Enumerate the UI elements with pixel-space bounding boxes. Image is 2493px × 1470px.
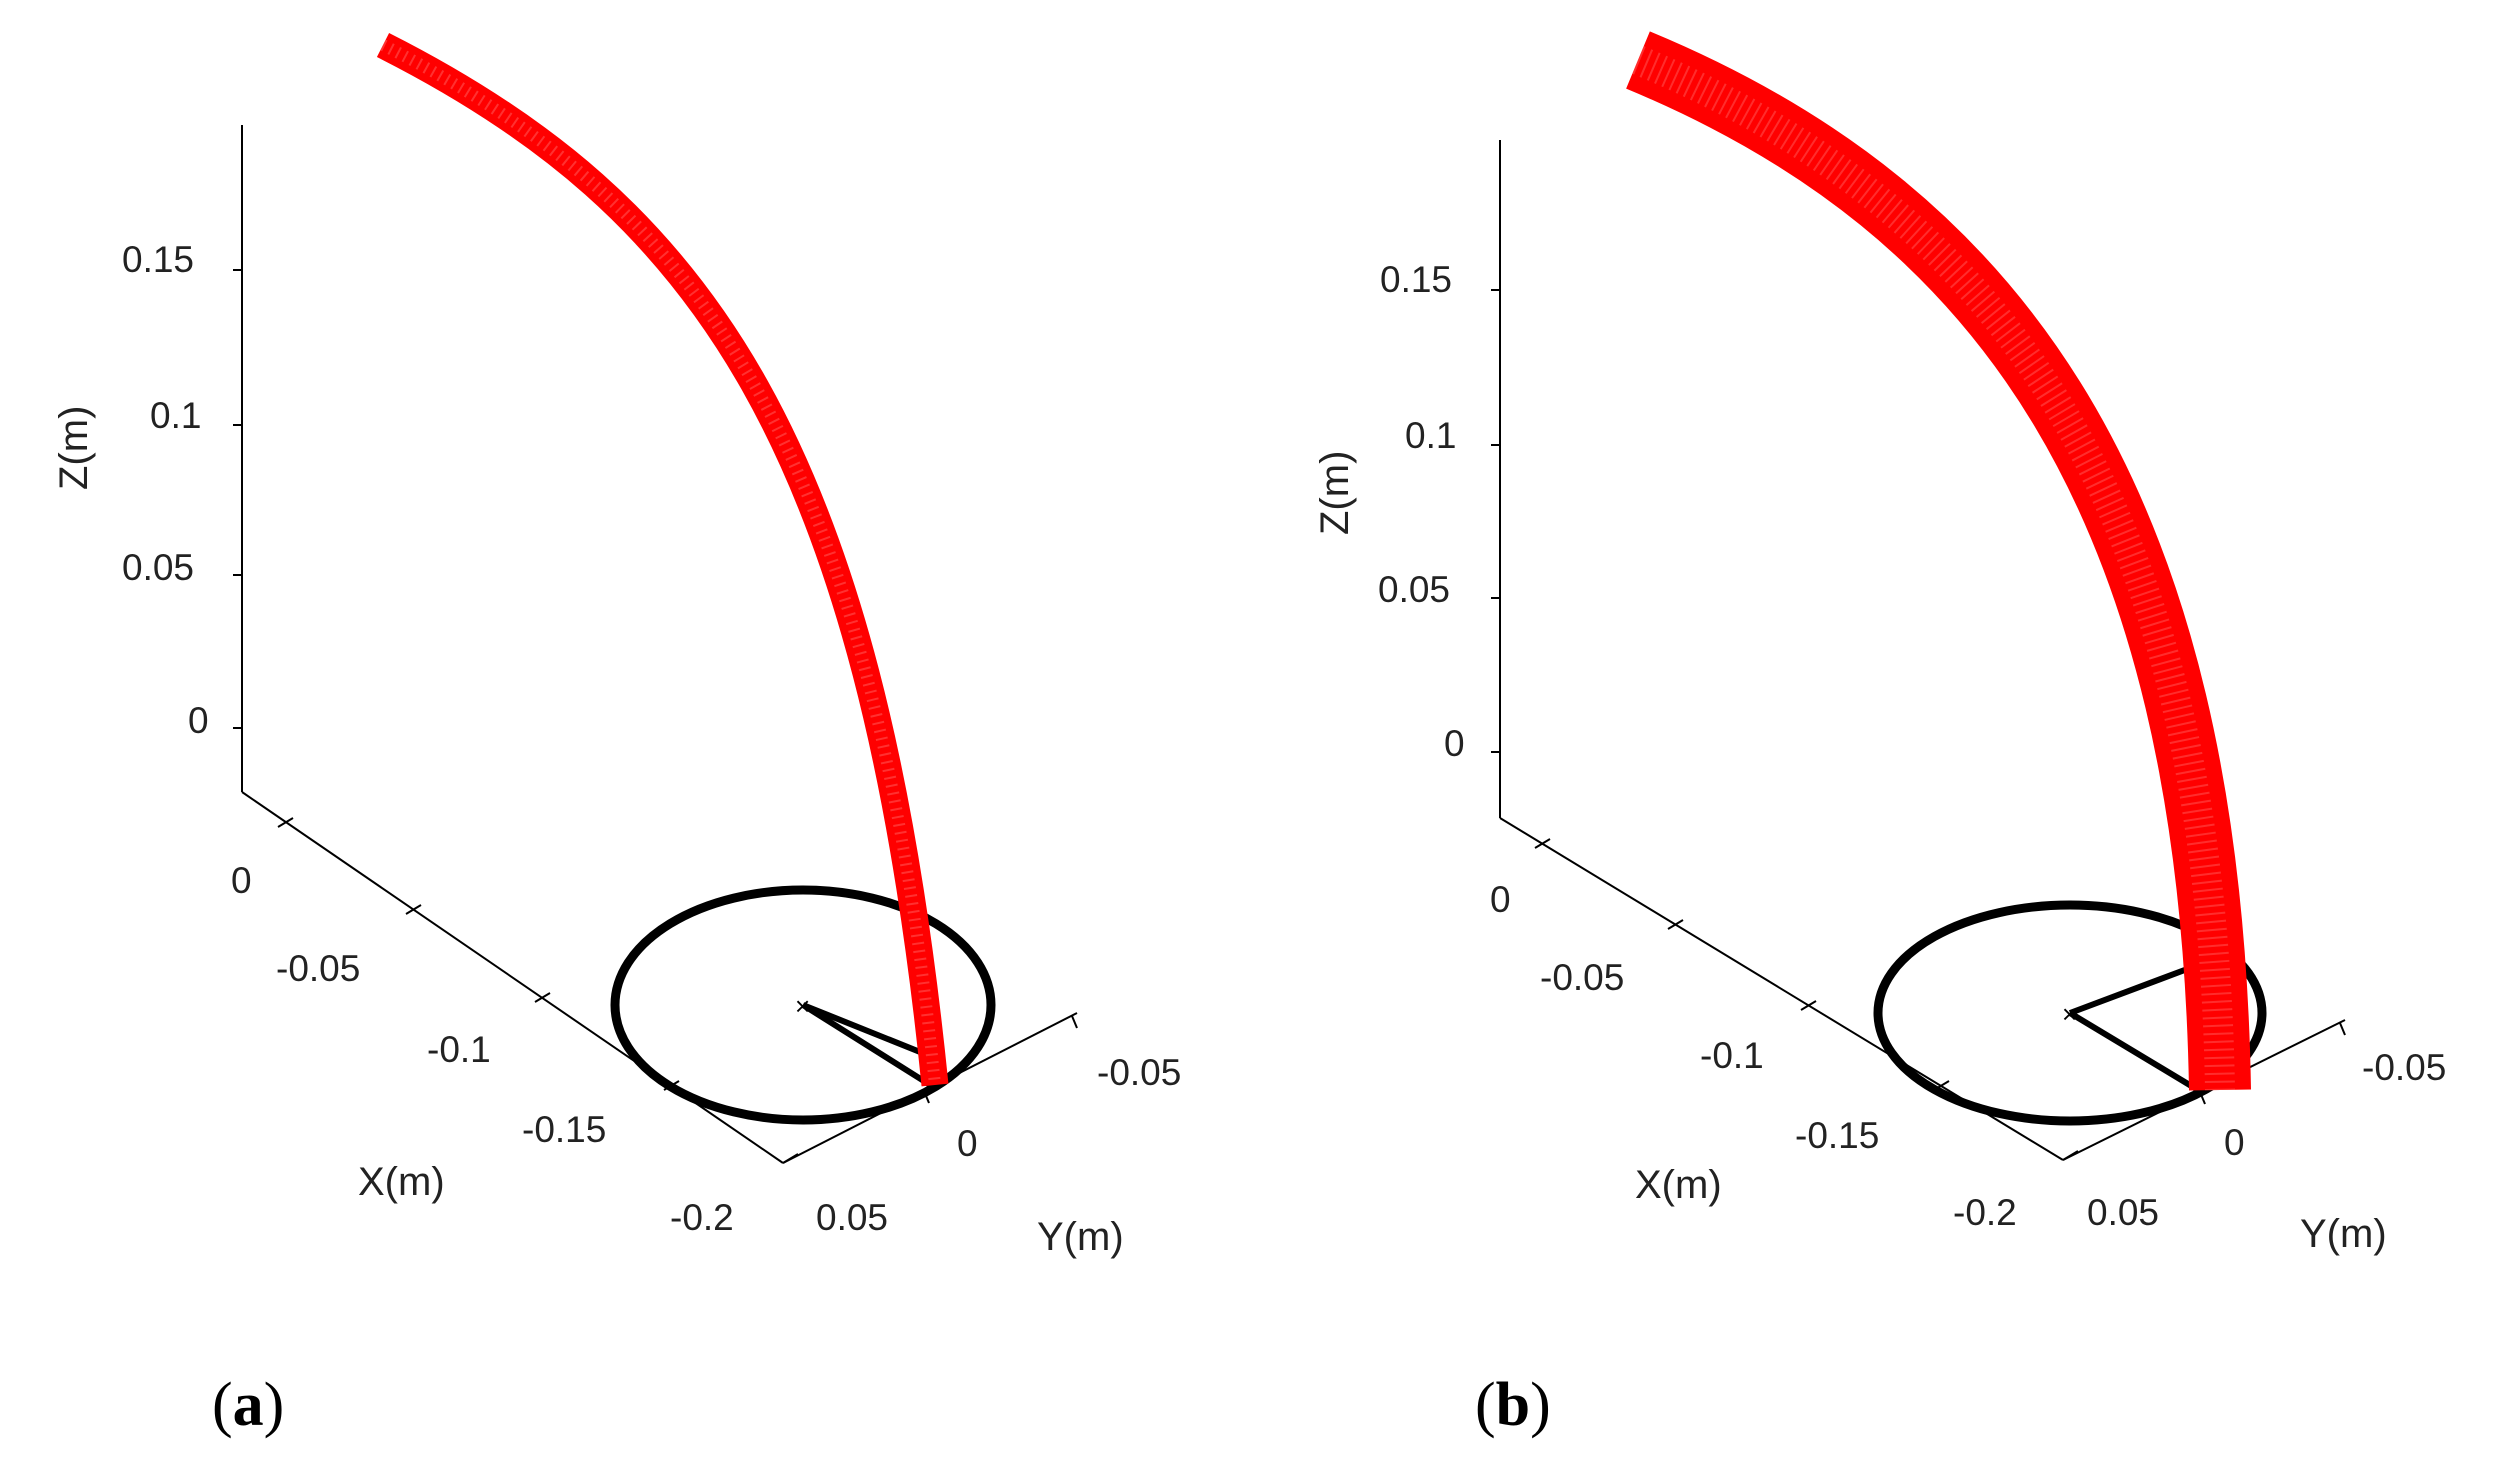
panel-label-a: (a) (212, 1371, 284, 1439)
trajectory-texture (1632, 46, 2235, 1091)
link-upper (801, 1002, 937, 1061)
y-axis-title: Y(m) (2300, 1212, 2387, 1256)
y-tick-label: 0 (957, 1123, 978, 1164)
z-axis-title: Z(m) (1313, 451, 1357, 535)
x-axis-title: X(m) (358, 1160, 445, 1204)
x-tick-label: -0.15 (1795, 1115, 1879, 1156)
x-tick-label: -0.2 (1953, 1192, 2017, 1233)
z-tick-label: 0.15 (122, 239, 194, 280)
y-tick-mark (1071, 1015, 1078, 1029)
z-axis-title: Z(m) (52, 406, 96, 490)
y-tick-label: 0.05 (816, 1197, 888, 1238)
crank-circle (610, 885, 996, 1125)
panel-a: 0.15 0.1 0.05 0 Z(m) 0 -0.05 -0.1 -0.15 … (52, 32, 1181, 1439)
x-tick-mark (1800, 1000, 1817, 1011)
x-tick-mark (405, 904, 422, 915)
link-lower (801, 1002, 937, 1091)
z-tick-label: 0 (1444, 723, 1465, 764)
z-tick-label: 0.1 (1405, 415, 1456, 456)
panel-b: 0.15 0.1 0.05 0 Z(m) 0 -0.05 -0.1 -0.15 … (1313, 31, 2446, 1439)
x-tick-label: -0.15 (522, 1109, 606, 1150)
z-tick-label: 0 (188, 700, 209, 741)
y-axis-title: Y(m) (1037, 1215, 1124, 1259)
x-tick-label: -0.05 (276, 948, 360, 989)
center-marker: × (2062, 999, 2077, 1029)
y-tick-label: -0.05 (2362, 1047, 2446, 1088)
x-tick-label: 0 (231, 860, 252, 901)
y-tick-label: 0 (2224, 1122, 2245, 1163)
link-upper (2068, 962, 2200, 1016)
y-tick-mark (2339, 1022, 2346, 1036)
x-tick-label: -0.1 (1700, 1035, 1764, 1076)
center-marker: × (795, 991, 810, 1021)
x-tick-mark (277, 817, 294, 828)
z-tick-label: 0.1 (150, 395, 201, 436)
z-tick-label: 0.05 (122, 547, 194, 588)
link-lower (2068, 1010, 2200, 1093)
trajectory-texture (380, 39, 941, 1086)
x-tick-label: 0 (1490, 879, 1511, 920)
z-tick-label: 0.05 (1378, 569, 1450, 610)
panel-label-b: (b) (1475, 1371, 1551, 1439)
x-tick-mark (1534, 838, 1551, 849)
x-tick-mark (1667, 919, 1684, 930)
y-tick-label: 0.05 (2087, 1192, 2159, 1233)
crank-circle (1873, 900, 2267, 1126)
z-tick-label: 0.15 (1380, 259, 1452, 300)
x-axis-title: X(m) (1635, 1163, 1722, 1207)
y-tick-label: -0.05 (1097, 1052, 1181, 1093)
x-tick-mark (534, 992, 551, 1003)
x-tick-label: -0.2 (670, 1197, 734, 1238)
x-tick-label: -0.05 (1540, 957, 1624, 998)
x-tick-label: -0.1 (427, 1029, 491, 1070)
